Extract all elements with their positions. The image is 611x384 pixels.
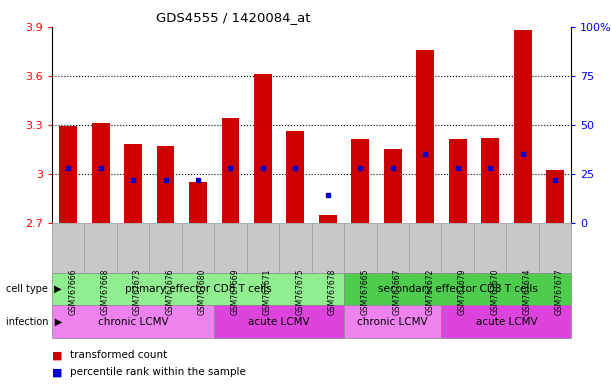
Text: acute LCMV: acute LCMV <box>248 316 310 327</box>
Text: primary effector CD8 T cells: primary effector CD8 T cells <box>125 284 271 294</box>
Text: GSM767674: GSM767674 <box>522 269 532 315</box>
Text: GSM767673: GSM767673 <box>133 269 142 315</box>
Bar <box>351 139 369 223</box>
Text: GSM767668: GSM767668 <box>101 269 109 315</box>
Text: GSM767671: GSM767671 <box>263 269 272 315</box>
Text: GSM767667: GSM767667 <box>393 269 402 315</box>
Bar <box>189 182 207 223</box>
Text: secondary effector CD8 T cells: secondary effector CD8 T cells <box>378 284 538 294</box>
Text: chronic LCMV: chronic LCMV <box>357 316 428 327</box>
Bar <box>384 149 401 223</box>
Text: percentile rank within the sample: percentile rank within the sample <box>70 367 246 377</box>
Bar <box>514 30 532 223</box>
Bar <box>59 126 77 223</box>
Text: transformed count: transformed count <box>70 350 167 360</box>
Text: GSM767672: GSM767672 <box>425 269 434 315</box>
Bar <box>546 170 564 223</box>
Bar <box>222 118 240 223</box>
Bar <box>448 139 467 223</box>
Bar <box>156 146 175 223</box>
Bar <box>287 131 304 223</box>
Text: GSM767677: GSM767677 <box>555 269 564 315</box>
Bar <box>92 123 109 223</box>
Text: chronic LCMV: chronic LCMV <box>98 316 169 327</box>
Bar <box>254 74 272 223</box>
Text: GSM767678: GSM767678 <box>328 269 337 315</box>
Bar <box>319 215 337 223</box>
Text: cell type  ▶: cell type ▶ <box>6 284 62 294</box>
Text: GSM767675: GSM767675 <box>295 269 304 315</box>
Text: GSM767679: GSM767679 <box>458 269 467 315</box>
Bar <box>481 138 499 223</box>
Text: GSM767670: GSM767670 <box>490 269 499 315</box>
Text: GSM767669: GSM767669 <box>230 269 240 315</box>
Title: GDS4555 / 1420084_at: GDS4555 / 1420084_at <box>156 11 311 24</box>
Text: acute LCMV: acute LCMV <box>475 316 537 327</box>
Text: GSM767680: GSM767680 <box>198 269 207 315</box>
Text: GSM767676: GSM767676 <box>166 269 175 315</box>
Bar <box>416 50 434 223</box>
Text: ■: ■ <box>52 367 62 377</box>
Text: GSM767665: GSM767665 <box>360 269 369 315</box>
Bar <box>124 144 142 223</box>
Text: GSM767666: GSM767666 <box>68 269 77 315</box>
Text: infection  ▶: infection ▶ <box>6 316 62 327</box>
Text: ■: ■ <box>52 350 62 360</box>
